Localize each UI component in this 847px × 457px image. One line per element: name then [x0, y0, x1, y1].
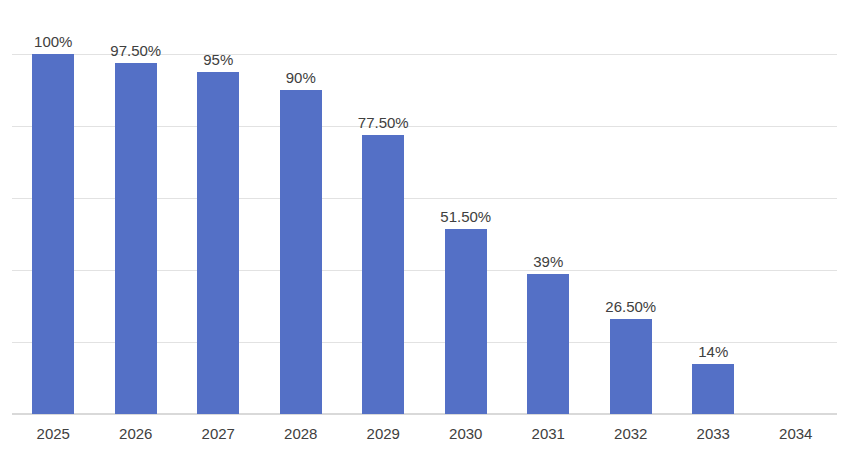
bar-2025	[32, 54, 74, 414]
bar-slot-2034	[755, 54, 838, 414]
plot-area: 100%97.50%95%90%77.50%51.50%39%26.50%14%	[12, 54, 837, 414]
x-axis-label-2025: 2025	[12, 422, 95, 446]
x-axis-label-2031: 2031	[507, 422, 590, 446]
bar-slot-2030: 51.50%	[425, 54, 508, 414]
bar-slot-2026: 97.50%	[95, 54, 178, 414]
x-axis-label-2034: 2034	[755, 422, 838, 446]
bar-2030	[445, 229, 487, 414]
bar-slot-2031: 39%	[507, 54, 590, 414]
x-axis-label-2033: 2033	[672, 422, 755, 446]
x-axis-label-2029: 2029	[342, 422, 425, 446]
bar-2029	[362, 135, 404, 414]
bar-2028	[280, 90, 322, 414]
x-axis-label-2030: 2030	[425, 422, 508, 446]
x-axis-label-2027: 2027	[177, 422, 260, 446]
bar-2027	[197, 72, 239, 414]
x-axis-label-2028: 2028	[260, 422, 343, 446]
bar-slot-2025: 100%	[12, 54, 95, 414]
x-axis-label-2032: 2032	[590, 422, 673, 446]
bar-2031	[527, 274, 569, 414]
bar-slot-2027: 95%	[177, 54, 260, 414]
bar-2026	[115, 63, 157, 414]
x-axis-labels: 2025202620272028202920302031203220332034	[12, 422, 837, 446]
bar-2032	[610, 319, 652, 414]
bar-chart: 100%97.50%95%90%77.50%51.50%39%26.50%14%…	[0, 0, 847, 457]
bar-2033	[692, 364, 734, 414]
bar-slot-2033: 14%	[672, 54, 755, 414]
x-axis-label-2026: 2026	[95, 422, 178, 446]
bar-slot-2028: 90%	[260, 54, 343, 414]
bar-slot-2029: 77.50%	[342, 54, 425, 414]
